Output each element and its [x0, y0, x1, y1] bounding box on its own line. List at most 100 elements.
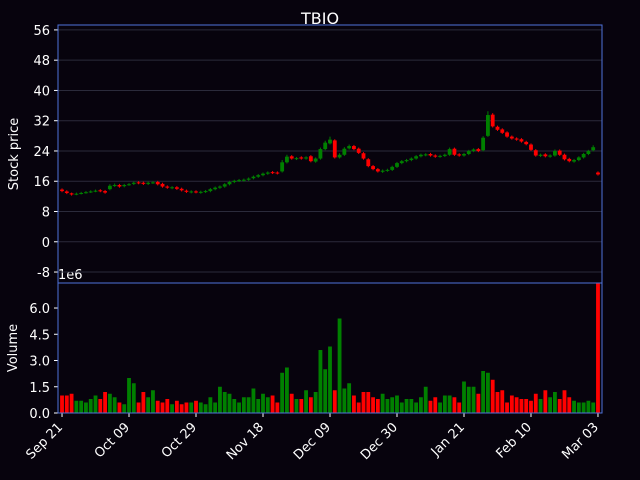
volume-bar — [481, 371, 486, 413]
candle-body — [112, 185, 117, 187]
volume-bar — [308, 397, 313, 413]
candle-body — [380, 170, 385, 172]
candle-body — [543, 154, 548, 157]
volume-bar — [548, 397, 553, 413]
candle-body — [299, 157, 304, 159]
volume-bar — [428, 400, 433, 413]
y-tick-label: 0 — [42, 236, 50, 251]
volume-y-tick-label: 6.0 — [29, 302, 50, 317]
volume-bar — [265, 397, 270, 413]
volume-y-tick-label: 3.0 — [29, 355, 50, 370]
y-tick-label: 24 — [33, 145, 50, 160]
volume-bar — [103, 392, 108, 413]
volume-bar — [203, 404, 208, 413]
candle-body — [476, 149, 481, 151]
candle-body — [514, 138, 519, 140]
candle-body — [107, 185, 112, 190]
candle-body — [69, 193, 74, 195]
volume-axis-label: Volume — [6, 324, 21, 372]
candle-body — [524, 141, 529, 145]
candle-body — [323, 142, 328, 150]
candle-body — [533, 150, 538, 156]
volume-bar — [466, 386, 471, 413]
volume-bar — [146, 397, 151, 413]
candle-body — [160, 183, 165, 187]
volume-bar — [246, 397, 251, 413]
candle-body — [103, 191, 108, 193]
candle-body — [591, 147, 596, 151]
volume-bar — [117, 402, 122, 413]
volume-bar — [136, 402, 141, 413]
volume-bar — [543, 390, 548, 413]
y-tick-label: 56 — [33, 24, 50, 39]
volume-bar — [529, 400, 533, 413]
volume-bar — [533, 393, 538, 413]
candle-body — [131, 182, 136, 184]
candle-body — [60, 189, 64, 192]
volume-bar — [294, 399, 299, 413]
candle-body — [165, 186, 170, 188]
volume-bar — [237, 402, 241, 413]
volume-bar — [352, 395, 356, 413]
candle-body — [572, 160, 576, 162]
volume-bar — [208, 397, 213, 413]
candle-body — [155, 181, 160, 185]
volume-bar — [328, 346, 332, 413]
candle-body — [428, 154, 433, 156]
volume-bar — [495, 392, 500, 413]
candle-body — [313, 158, 318, 162]
volume-bar — [471, 386, 476, 413]
volume-bar — [141, 392, 146, 413]
volume-bar — [390, 397, 395, 413]
candle-body — [74, 193, 79, 195]
candle-body — [519, 139, 524, 142]
volume-bar — [476, 393, 481, 413]
candle-body — [375, 169, 380, 172]
candle-body — [419, 154, 423, 157]
volume-bar — [131, 383, 136, 413]
volume-bar — [270, 395, 275, 413]
volume-bar — [423, 386, 428, 413]
volume-bar — [112, 397, 117, 413]
candle-body — [127, 184, 131, 186]
candle-body — [318, 149, 323, 159]
volume-y-tick-label: 4.5 — [29, 328, 50, 343]
candle-body — [395, 163, 399, 167]
candle-body — [189, 191, 194, 193]
volume-bar — [194, 400, 198, 413]
volume-bar — [438, 402, 442, 413]
candle-body — [141, 182, 146, 184]
volume-bar — [347, 383, 352, 413]
volume-bar — [323, 369, 328, 413]
candle-body — [538, 154, 543, 156]
candle-body — [423, 154, 428, 156]
candle-body — [174, 187, 179, 189]
volume-bar — [285, 367, 289, 413]
candle-body — [399, 161, 404, 164]
volume-bar — [256, 399, 261, 413]
candle-body — [194, 191, 198, 193]
volume-bar — [98, 399, 103, 413]
candle-body — [203, 191, 208, 193]
candle-body — [246, 178, 251, 180]
candle-body — [404, 160, 409, 162]
candle-body — [500, 129, 505, 133]
candle-body — [328, 139, 332, 144]
volume-bar — [60, 395, 64, 413]
volume-bar — [505, 402, 509, 413]
chart-title: TBIO — [300, 9, 339, 28]
candle-body — [98, 190, 103, 192]
candle-body — [352, 146, 356, 150]
volume-bar — [524, 399, 529, 413]
candle-body — [586, 150, 591, 154]
candle-body — [208, 189, 213, 192]
volume-bar — [399, 402, 404, 413]
volume-bar — [174, 400, 179, 413]
candle-body — [409, 158, 414, 161]
volume-bar — [69, 393, 74, 413]
volume-bar — [596, 283, 600, 413]
volume-bar — [251, 388, 256, 413]
volume-bar — [586, 400, 591, 413]
candle-body — [371, 166, 375, 170]
candle-body — [285, 156, 289, 163]
